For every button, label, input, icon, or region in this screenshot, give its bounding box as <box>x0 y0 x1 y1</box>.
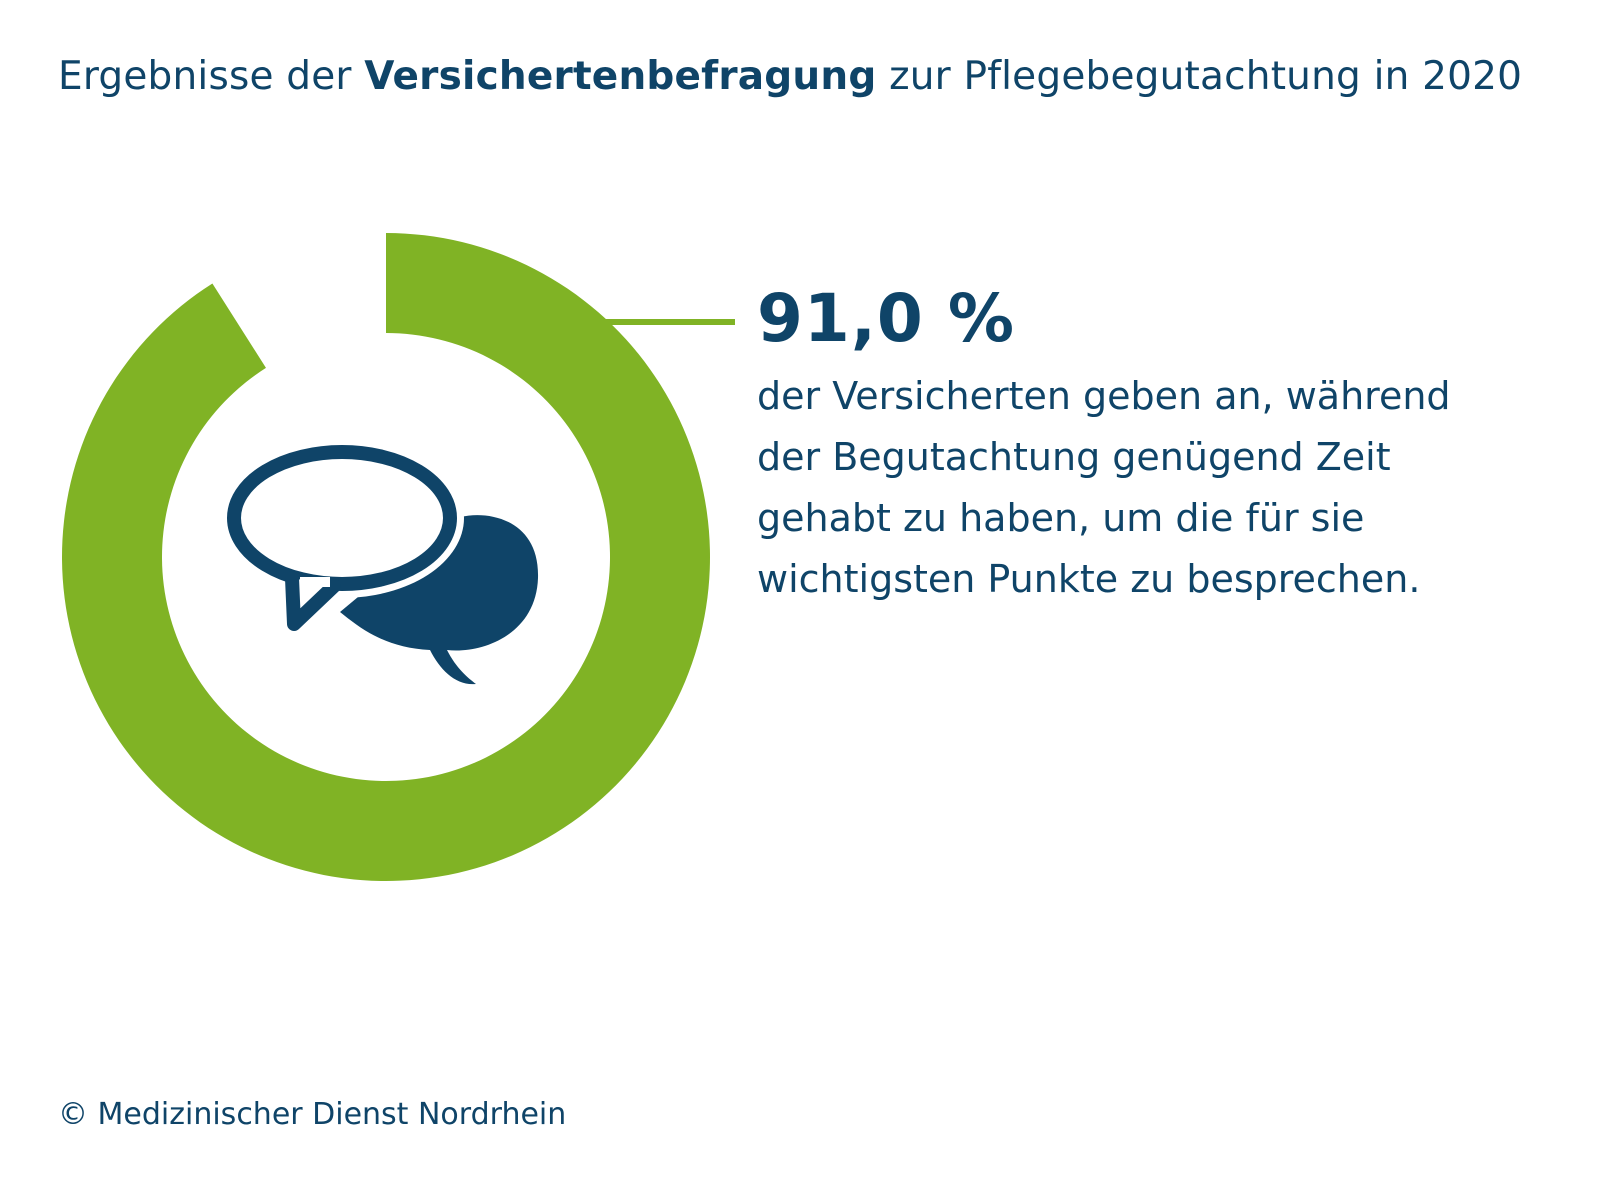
speech-bubbles-icon <box>220 438 539 685</box>
chart-title: Ergebnisse der Versichertenbefragung zur… <box>58 54 1522 101</box>
stat-block: 91,0 % der Versicherten geben an, währen… <box>757 279 1557 610</box>
stat-description-line: gehabt zu haben, um die für sie <box>757 496 1365 541</box>
title-part-2: zur Pflegebegutachtung in 2020 <box>876 54 1523 99</box>
title-part-1: Ergebnisse der <box>58 54 365 99</box>
donut-segment-main <box>61 233 710 881</box>
stat-description-line: der Versicherten geben an, während <box>757 374 1451 419</box>
stat-description-line: der Begutachtung genügend Zeit <box>757 435 1391 480</box>
stat-value: 91,0 % <box>757 280 1015 357</box>
title-bold: Versichertenbefragung <box>364 54 877 99</box>
stat-description-line: wichtigsten Punkte zu besprechen. <box>757 557 1421 602</box>
copyright-footer: © Medizinischer Dienst Nordrhein <box>58 1097 567 1132</box>
stat-description: der Versicherten geben an, während der B… <box>757 366 1557 610</box>
